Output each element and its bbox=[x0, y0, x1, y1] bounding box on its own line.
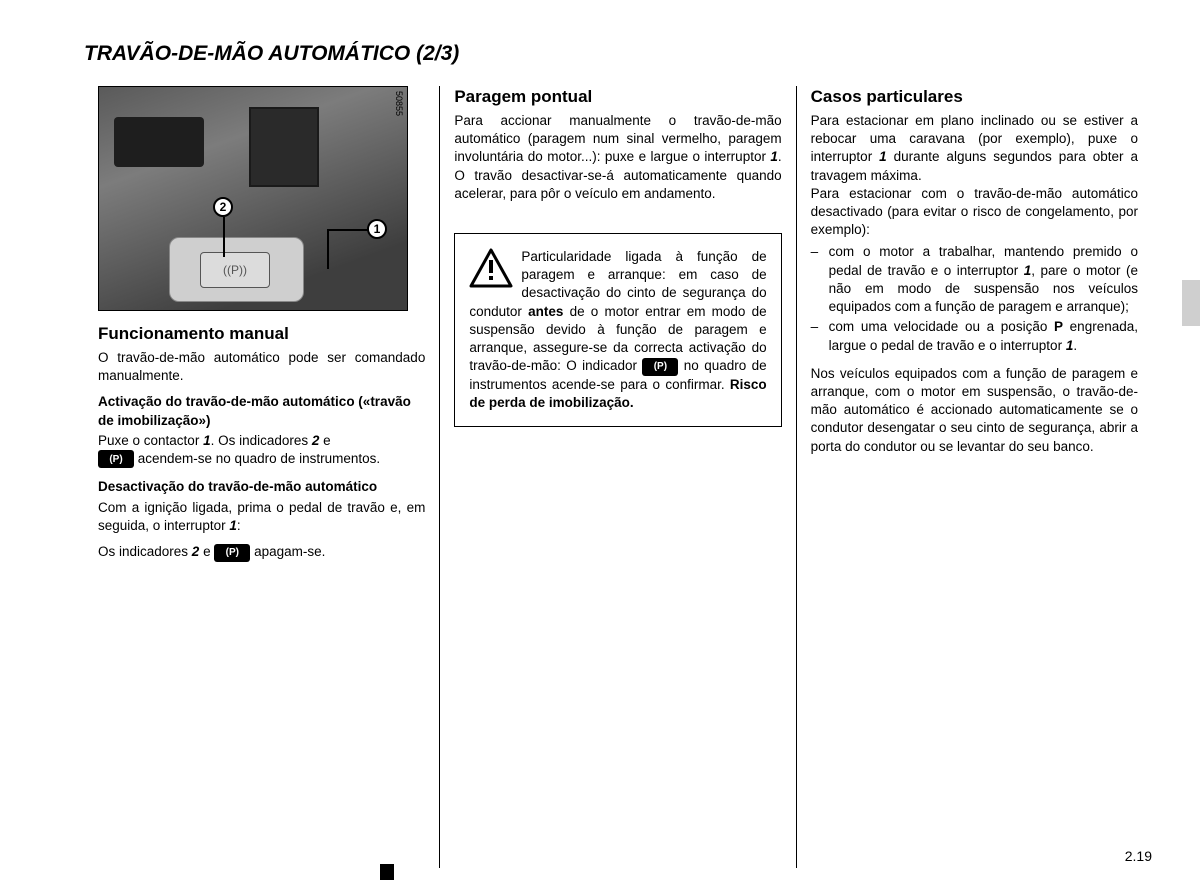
subhead-paragem: Paragem pontual bbox=[454, 86, 781, 109]
text-run: e bbox=[319, 433, 330, 448]
callout-1-leader-v bbox=[327, 229, 329, 269]
figure-id: 50855 bbox=[393, 91, 405, 116]
text-deactivate: Com a ignição ligada, prima o pedal de t… bbox=[98, 499, 425, 535]
ref-1: 1 bbox=[879, 149, 887, 164]
text-inclinado: Para estacionar em plano inclinado ou se… bbox=[811, 112, 1138, 185]
dash-icon: – bbox=[811, 243, 825, 316]
bullet-text: com uma velocidade ou a posição P engren… bbox=[825, 318, 1138, 354]
parking-brake-switch-graphic: ((P)) bbox=[200, 252, 270, 288]
footer-crop-mark bbox=[380, 864, 394, 880]
text-run: com uma velocidade ou a posição bbox=[829, 319, 1054, 334]
callout-2: 2 bbox=[213, 197, 233, 217]
subhead-manual: Funcionamento manual bbox=[98, 323, 425, 346]
text-paragem: Para accionar manualmente o travão-de-mã… bbox=[454, 112, 781, 203]
bullet-item: – com o motor a trabalhar, mantendo prem… bbox=[811, 243, 1138, 316]
page-number: 2.19 bbox=[1125, 848, 1152, 864]
ref-1: 1 bbox=[203, 433, 211, 448]
warning-box: Particularidade ligada à função de parag… bbox=[454, 233, 781, 427]
ref-1: 1 bbox=[229, 518, 237, 533]
content-columns: ((P)) 2 1 50855 Funcionamento manual O t… bbox=[84, 86, 1152, 868]
page-title: TRAVÃO-DE-MÃO AUTOMÁTICO (2/3) bbox=[84, 42, 1152, 66]
parking-brake-icon bbox=[642, 358, 678, 376]
text-run: . bbox=[1073, 338, 1077, 353]
text-run: Puxe o contactor bbox=[98, 433, 203, 448]
thumb-index-tab bbox=[1182, 280, 1200, 326]
callout-1-leader bbox=[329, 229, 369, 231]
bullet-text: com o motor a trabalhar, mantendo premid… bbox=[825, 243, 1138, 316]
column-middle: Paragem pontual Para accionar manualment… bbox=[439, 86, 795, 868]
dashboard-figure: ((P)) 2 1 50855 bbox=[98, 86, 408, 311]
text-indicators-off: Os indicadores 2 e apagam-se. bbox=[98, 543, 425, 561]
subhead-deactivate: Desactivação do travão-de-mão automático bbox=[98, 478, 425, 496]
subhead-casos: Casos particulares bbox=[811, 86, 1138, 109]
column-left: ((P)) 2 1 50855 Funcionamento manual O t… bbox=[84, 86, 439, 868]
bullet-item: – com uma velocidade ou a posição P engr… bbox=[811, 318, 1138, 354]
bullet-list: – com o motor a trabalhar, mantendo prem… bbox=[811, 243, 1138, 354]
text-desactivado: Para estacionar com o travão-de-mão auto… bbox=[811, 185, 1138, 240]
subhead-activate: Activação do travão-de-mão automático («… bbox=[98, 393, 425, 429]
warning-triangle-icon bbox=[469, 248, 513, 288]
text-run: Com a ignição ligada, prima o pedal de t… bbox=[98, 500, 425, 533]
parking-brake-icon bbox=[98, 450, 134, 468]
text-activate: Puxe o contactor 1. Os indicadores 2 e a… bbox=[98, 432, 425, 469]
air-vent-graphic bbox=[114, 117, 204, 167]
text-run: apagam-se. bbox=[250, 544, 325, 559]
callout-1: 1 bbox=[367, 219, 387, 239]
dash-icon: – bbox=[811, 318, 825, 354]
text-run: . Os indicadores bbox=[211, 433, 312, 448]
text-run: acendem-se no quadro de instrumentos. bbox=[134, 451, 380, 466]
parking-brake-icon bbox=[214, 544, 250, 562]
text-run: Para accionar manualmente o travão-de-mã… bbox=[454, 113, 781, 164]
callout-2-leader bbox=[223, 217, 225, 257]
text-run: e bbox=[199, 544, 214, 559]
ref-1: 1 bbox=[770, 149, 778, 164]
bold-antes: antes bbox=[528, 304, 563, 319]
text-manual-intro: O travão-de-mão automático pode ser coma… bbox=[98, 349, 425, 385]
center-screen-graphic bbox=[249, 107, 319, 187]
ref-P: P bbox=[1054, 319, 1063, 334]
center-console-graphic: ((P)) bbox=[169, 237, 304, 302]
text-stop-start: Nos veículos equipados com a função de p… bbox=[811, 365, 1138, 456]
text-run: Os indicadores bbox=[98, 544, 192, 559]
column-right: Casos particulares Para estacionar em pl… bbox=[796, 86, 1152, 868]
manual-page: TRAVÃO-DE-MÃO AUTOMÁTICO (2/3) ((P)) 2 1… bbox=[0, 0, 1200, 888]
